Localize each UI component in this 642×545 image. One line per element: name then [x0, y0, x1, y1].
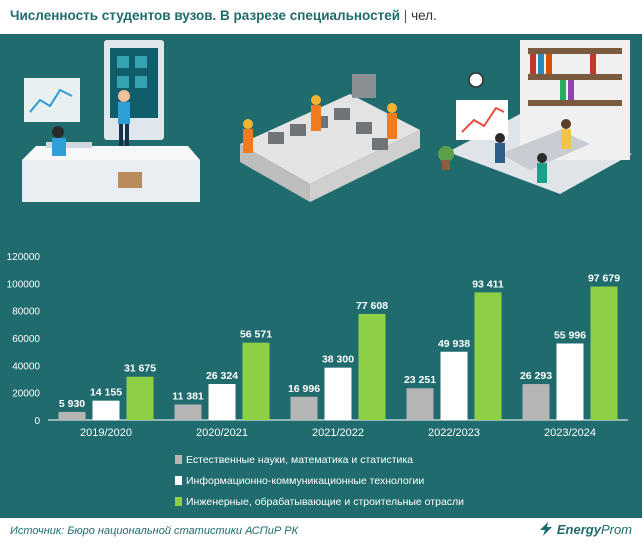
computer-users-scene: [22, 40, 200, 202]
data-label: 38 300: [322, 354, 354, 366]
data-label: 5 930: [59, 398, 85, 410]
data-label: 77 608: [356, 300, 388, 312]
y-tick-label: 80000: [12, 307, 40, 318]
y-tick-label: 60000: [12, 334, 40, 345]
legend-swatch-3: [175, 497, 182, 506]
x-tick-label: 2019/2020: [80, 427, 132, 439]
illustration-banner: [0, 34, 642, 240]
bar-3: [126, 376, 154, 420]
bar-1: [406, 388, 434, 420]
bar-3: [590, 286, 618, 420]
legend-swatch-2: [175, 476, 182, 485]
y-tick-label: 0: [34, 416, 40, 427]
bar-2: [440, 351, 468, 420]
data-label: 93 411: [472, 278, 504, 290]
data-label: 56 571: [240, 329, 272, 341]
lightning-icon: [539, 522, 552, 536]
office-team-scene: [438, 40, 632, 194]
data-label: 11 381: [172, 390, 204, 402]
bar-2: [92, 400, 120, 420]
bar-chart: 0 20000 40000 60000 80000 100000 120000 5 930 14…: [0, 240, 642, 523]
x-tick-label: 2023/2024: [544, 427, 596, 439]
bar-1: [174, 404, 202, 420]
data-label: 31 675: [124, 363, 156, 375]
bar-2: [208, 384, 236, 420]
page-title: Численность студентов вузов. В разрезе с…: [10, 8, 437, 23]
bar-2: [556, 343, 584, 420]
legend-label-2: Информационно-коммуникационные технологи…: [186, 475, 424, 487]
legend-swatch-1: [175, 455, 182, 464]
data-label: 97 679: [588, 273, 620, 285]
footer-bar: Источник: Бюро национальной статистики А…: [0, 518, 642, 545]
data-label: 49 938: [438, 338, 470, 350]
bar-chart-canvas: 0 20000 40000 60000 80000 100000 120000 5 930 14…: [7, 252, 628, 508]
bar-1: [58, 411, 86, 420]
x-tick-label: 2021/2022: [312, 427, 364, 439]
factory-workers-scene: [240, 74, 420, 202]
y-tick-label: 120000: [7, 252, 41, 263]
chart-title: Численность студентов вузов. В разрезе с…: [10, 8, 401, 23]
energyprom-logo: EnergyProm: [538, 522, 632, 537]
x-tick-label: 2022/2023: [428, 427, 480, 439]
chart-unit: чел.: [411, 8, 437, 23]
data-label: 16 996: [288, 383, 320, 395]
y-tick-label: 100000: [7, 279, 41, 290]
bar-1: [522, 384, 550, 420]
title-bar: Численность студентов вузов. В разрезе с…: [0, 0, 642, 34]
bar-3: [242, 342, 270, 420]
logo-energy: Energy: [556, 522, 601, 537]
logo-prom: Prom: [600, 522, 632, 537]
legend-label-1: Естественные науки, математика и статист…: [186, 454, 413, 466]
data-label: 23 251: [404, 374, 436, 386]
data-label: 14 155: [90, 387, 122, 399]
bar-1: [290, 396, 318, 420]
source-note: Источник: Бюро национальной статистики А…: [10, 525, 299, 537]
bar-3: [474, 292, 502, 420]
bar-2: [324, 367, 352, 420]
y-tick-label: 20000: [12, 389, 40, 400]
data-label: 26 293: [520, 370, 552, 382]
legend-label-3: Инженерные, обрабатывающие и строительны…: [186, 496, 464, 508]
x-tick-label: 2020/2021: [196, 427, 248, 439]
bar-3: [358, 313, 386, 420]
title-separator: |: [403, 8, 408, 23]
data-label: 26 324: [206, 370, 238, 382]
data-label: 55 996: [554, 329, 586, 341]
y-tick-label: 40000: [12, 361, 40, 372]
